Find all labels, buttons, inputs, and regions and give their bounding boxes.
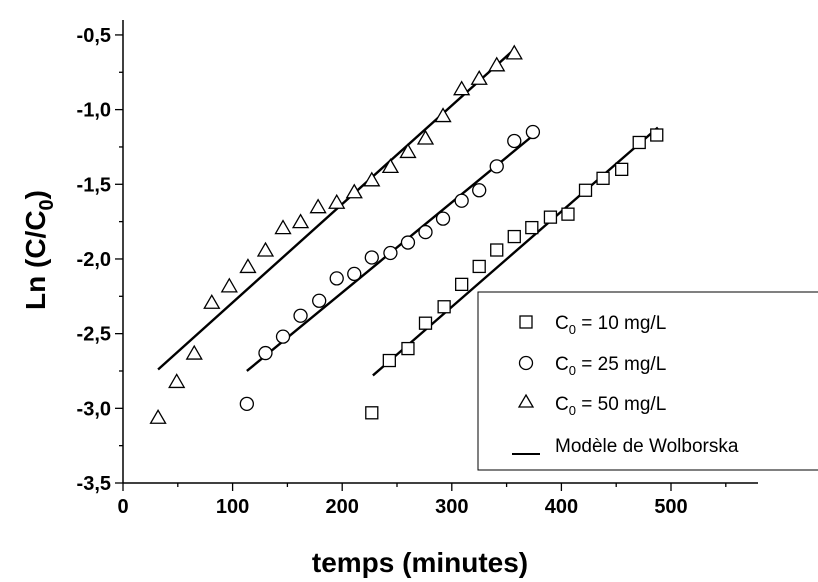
data-point-circle [525, 124, 541, 140]
data-point-circle [275, 329, 291, 344]
legend-label-50: C0 = 50 mg/L [555, 394, 666, 418]
data-point-triangle [168, 373, 186, 389]
data-point-square [507, 229, 521, 244]
data-point-square [365, 406, 379, 420]
y-tick-label: -2,0 [77, 249, 111, 271]
y-tick-label: -1,0 [77, 100, 111, 122]
data-point-triangle [203, 293, 221, 309]
data-point-triangle [149, 408, 167, 424]
data-point-triangle [416, 129, 435, 145]
data-point-circle [258, 345, 273, 361]
y-tick-label: -1,5 [77, 174, 111, 196]
data-point-circle [472, 183, 487, 198]
y-tick-label: -2,5 [77, 324, 111, 346]
data-point-square [472, 259, 486, 274]
data-point-triangle [399, 143, 417, 159]
legend-triangle-marker [517, 393, 535, 408]
data-point-triangle [363, 171, 381, 187]
data-point-triangle [381, 158, 400, 174]
data-point-triangle [505, 44, 523, 60]
data-point-triangle [220, 277, 238, 293]
x-tick-label: 200 [326, 496, 359, 518]
legend: C0 = 10 mg/L C0 = 25 mg/L C0 = 50 mg/L M… [477, 291, 818, 471]
data-point-circle [364, 250, 379, 265]
legend-square-marker [519, 315, 533, 329]
data-point-triangle [453, 80, 471, 96]
data-point-triangle [434, 107, 452, 123]
data-markers [149, 44, 664, 424]
y-tick-label: -3,5 [77, 473, 111, 495]
legend-circle-marker [518, 355, 534, 371]
data-point-circle [435, 211, 451, 226]
data-point-square [418, 316, 433, 330]
data-point-square [437, 300, 451, 314]
ticks: 0 100 200 300 400 500 -3,5 -3,0 -2,5 -2,0 -1,5 -1,0… [77, 25, 727, 518]
data-point-square [596, 171, 610, 185]
data-point-triangle [274, 219, 292, 235]
y-axis-title-main: Ln (C/C [20, 210, 51, 310]
data-point-triangle [256, 241, 275, 257]
data-point-square [455, 277, 469, 292]
data-point-triangle [345, 183, 363, 199]
data-point-circle [293, 308, 308, 323]
data-point-square [382, 353, 396, 368]
data-point-square [650, 128, 664, 142]
legend-label-fit: Modèle de Wolborska [555, 436, 739, 457]
y-tick-label: -0,5 [77, 25, 111, 47]
x-tick-label: 300 [435, 496, 468, 518]
data-point-circle [383, 245, 398, 261]
legend-label-25: C0 = 25 mg/L [555, 354, 666, 378]
data-point-triangle [291, 213, 310, 229]
fit-line [372, 126, 659, 377]
data-point-square [543, 210, 558, 224]
data-point-circle [239, 396, 254, 411]
data-point-triangle [309, 198, 327, 214]
data-point-circle [454, 193, 469, 208]
fit-line [157, 47, 517, 371]
x-tick-label: 0 [117, 496, 128, 518]
data-point-square [401, 341, 415, 356]
legend-label-10: C0 = 10 mg/L [555, 313, 666, 337]
data-point-square [632, 135, 646, 150]
data-point-triangle [185, 344, 203, 360]
x-tick-label: 100 [216, 496, 249, 518]
data-point-triangle [328, 193, 346, 209]
data-point-circle [347, 266, 362, 282]
data-point-square [561, 207, 575, 221]
x-tick-label: 400 [545, 496, 578, 518]
x-axis-title: temps (minutes) [312, 547, 528, 578]
data-point-circle [400, 235, 416, 250]
y-tick-label: -3,0 [77, 398, 111, 420]
data-point-square [525, 220, 539, 235]
y-axis-title-close: ) [20, 190, 51, 199]
data-point-circle [489, 159, 504, 174]
data-point-triangle [488, 56, 506, 72]
axes [122, 20, 758, 484]
y-axis-title: Ln (C/C0) [20, 190, 58, 310]
data-point-circle [312, 293, 327, 308]
data-point-triangle [239, 258, 257, 274]
data-point-circle [507, 133, 522, 149]
data-point-square [578, 183, 593, 197]
data-point-circle [418, 224, 433, 240]
data-point-square [490, 243, 504, 257]
y-axis-title-sub: 0 [36, 199, 58, 210]
data-point-square [615, 162, 629, 177]
legend-box [477, 291, 818, 471]
data-point-circle [329, 271, 344, 286]
x-tick-label: 500 [654, 496, 687, 518]
data-point-triangle [470, 69, 488, 85]
